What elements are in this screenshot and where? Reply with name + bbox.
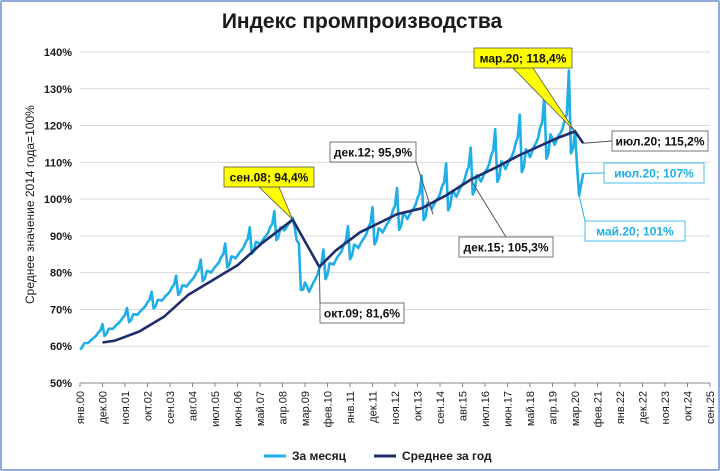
x-tick-label: янв.11 bbox=[345, 391, 357, 423]
x-tick-label: дек.11 bbox=[368, 391, 380, 423]
x-tick-label: дек.00 bbox=[98, 391, 110, 424]
x-tick-label: окт.24 bbox=[683, 391, 695, 421]
y-tick-label: 100% bbox=[44, 194, 72, 206]
x-tick-label: авг.15 bbox=[458, 391, 470, 421]
x-tick-label: мар.09 bbox=[300, 391, 312, 426]
series-monthly-line bbox=[79, 69, 585, 351]
x-tick-label: сен.14 bbox=[435, 391, 447, 424]
y-tick-label: 80% bbox=[50, 268, 72, 280]
x-tick-label: янв.00 bbox=[75, 391, 87, 424]
x-tick-label: июн.06 bbox=[233, 391, 245, 427]
x-tick-label: авг.04 bbox=[188, 391, 200, 421]
x-tick-label: окт.13 bbox=[413, 391, 425, 421]
annotation-pointer bbox=[318, 266, 321, 304]
x-tick-label: июн.17 bbox=[503, 391, 515, 427]
legend-label: Среднее за год bbox=[402, 449, 492, 463]
x-tick-label: янв.22 bbox=[615, 391, 627, 424]
x-tick-label: ноя.23 bbox=[660, 391, 672, 424]
annotation-box bbox=[584, 220, 686, 242]
x-tick-label: май.07 bbox=[255, 391, 267, 426]
x-tick-label: апр.08 bbox=[278, 391, 290, 424]
annotation-box bbox=[611, 130, 709, 152]
y-tick-label: 140% bbox=[44, 47, 72, 59]
x-tick-label: апр.19 bbox=[548, 391, 560, 424]
y-tick-label: 120% bbox=[44, 121, 72, 133]
annotation-label: сен.08; 94,4% bbox=[230, 171, 309, 185]
x-tick-label: май.18 bbox=[525, 391, 537, 426]
x-tick-label: июл.05 bbox=[210, 391, 222, 427]
y-tick-label: 70% bbox=[50, 304, 72, 316]
annotation-pointer bbox=[583, 140, 613, 144]
x-tick-label: фев.10 bbox=[323, 391, 335, 427]
annotation-pointer bbox=[415, 161, 434, 215]
x-tick-label: ноя.12 bbox=[390, 391, 402, 424]
y-tick-label: 90% bbox=[50, 231, 72, 243]
annotation-label: июл.20; 115,2% bbox=[616, 135, 705, 149]
annotation-box bbox=[458, 236, 554, 258]
x-tick-label: сен.25 bbox=[705, 391, 717, 424]
legend-label: За месяц bbox=[292, 449, 347, 463]
chart-title: Индекс промпроизводства bbox=[221, 10, 503, 33]
annotation-label: июл.20; 107% bbox=[614, 167, 694, 181]
annotation-box bbox=[223, 166, 315, 188]
x-tick-label: сен.03 bbox=[165, 391, 177, 424]
y-tick-label: 50% bbox=[50, 378, 72, 390]
series-annual-line bbox=[102, 130, 585, 344]
annotation-box bbox=[319, 302, 405, 324]
y-tick-label: 110% bbox=[44, 157, 72, 169]
annotation-label: дек.12; 95,9% bbox=[334, 146, 413, 160]
annotation-label: май.20; 101% bbox=[596, 225, 674, 239]
x-tick-label: ноя.01 bbox=[120, 391, 132, 424]
x-tick-label: окт.02 bbox=[143, 391, 155, 421]
x-tick-label: фев.21 bbox=[593, 391, 605, 427]
annotation-pointer bbox=[578, 195, 586, 222]
annotation-box bbox=[603, 162, 705, 184]
annotation-box bbox=[329, 141, 417, 163]
y-tick-label: 130% bbox=[44, 84, 72, 96]
y-tick-label: 60% bbox=[50, 341, 72, 353]
x-tick-label: дек.22 bbox=[638, 391, 650, 424]
annotation-label: дек.15; 105,3% bbox=[463, 241, 548, 255]
x-tick-label: июл.16 bbox=[480, 391, 492, 427]
annotation-label: мар.20; 118,4% bbox=[480, 52, 567, 66]
annotation-pointer bbox=[470, 179, 507, 238]
annotation-box bbox=[473, 47, 573, 69]
x-tick-label: мар.20 bbox=[570, 391, 582, 426]
annotation-label: окт.09; 81,6% bbox=[324, 307, 401, 321]
